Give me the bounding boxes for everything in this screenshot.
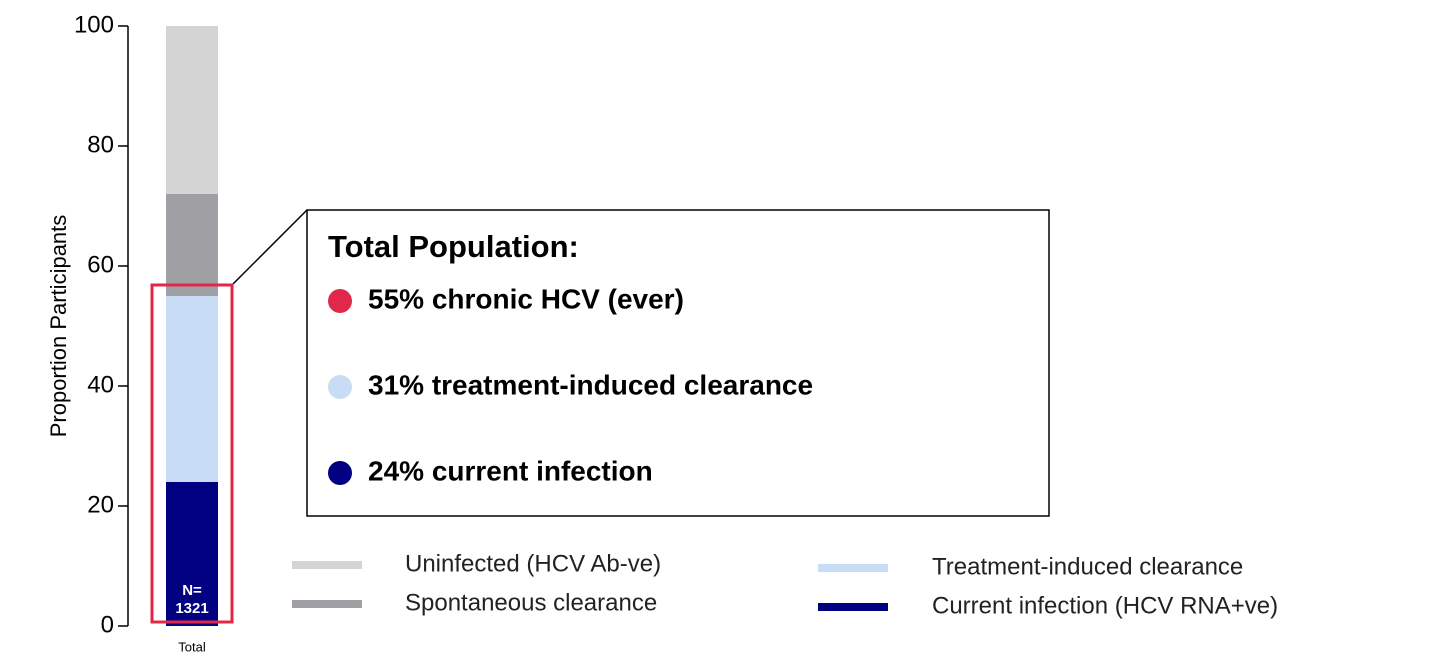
annotation-item: 24% current infection [368,455,653,486]
legend-label: Spontaneous clearance [405,589,657,616]
x-tick-label: Total [178,639,206,654]
y-tick-label: 40 [87,371,114,398]
annotation-box [306,209,1050,517]
legend-label: Uninfected (HCV Ab-ve) [405,550,661,577]
highlight [150,283,234,624]
bar-segment [166,296,218,482]
y-axis-label: Proportion Participants [46,215,71,438]
legend-swatch [818,603,888,611]
bar-segment [166,26,218,194]
bar-label: 1321 [175,600,208,617]
bar-segment [166,194,218,296]
legend-swatch [292,561,362,569]
legend-label: Treatment-induced clearance [932,553,1243,580]
bar-label: N= [182,582,202,599]
bar-segment [166,482,218,626]
annotation-title: Total Population: [328,229,579,264]
legend-swatch [292,600,362,608]
legend-swatch [818,564,888,572]
connector [231,209,308,286]
y-tick-label: 80 [87,131,114,158]
y-tick-label: 0 [101,611,114,638]
annotation-dot [328,289,352,313]
annotation-dot [328,461,352,485]
y-tick-label: 60 [87,251,114,278]
y-tick-label: 20 [87,491,114,518]
annotation-item: 55% chronic HCV (ever) [368,283,684,314]
legend-label: Current infection (HCV RNA+ve) [932,592,1278,619]
y-tick-label: 100 [74,11,114,38]
annotation-item: 31% treatment-induced clearance [368,369,813,400]
annotation-dot [328,375,352,399]
